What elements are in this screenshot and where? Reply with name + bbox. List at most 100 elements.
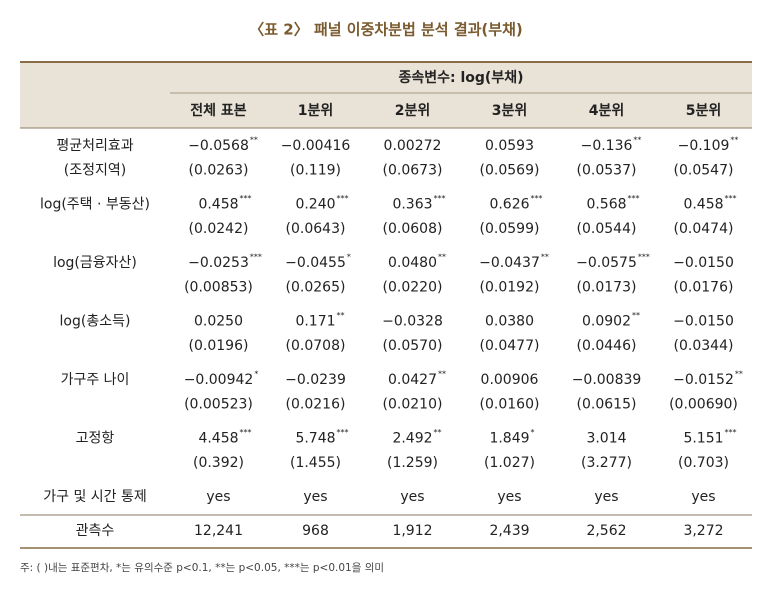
standard-error: (3.277) [581, 455, 632, 471]
significance-stars: ** [541, 253, 549, 262]
footnote: 주: ( )내는 표준편차, *는 유의수준 p<0.1, **는 p<0.05… [20, 561, 384, 574]
coefficient: −0.0253 [188, 255, 249, 271]
coefficient: 0.458 [683, 197, 723, 213]
coefficient: −0.0152 [673, 372, 734, 388]
standard-error: (1.027) [484, 455, 535, 471]
coefficient: 1.849 [489, 431, 529, 447]
coefficient: 0.458 [198, 197, 238, 213]
coefficient: −0.0328 [382, 314, 443, 330]
row-label: (조정지역) [64, 163, 126, 179]
coefficient: 0.00906 [481, 372, 539, 388]
significance-stars: * [347, 253, 351, 262]
standard-error: (0.0220) [383, 280, 443, 296]
significance-stars: ** [434, 428, 442, 437]
coefficient: 0.240 [295, 197, 335, 213]
coefficient: 0.0593 [485, 138, 534, 154]
coefficient: 2,439 [489, 523, 529, 539]
standard-error: (0.0210) [383, 397, 443, 413]
standard-error: (0.0216) [286, 397, 346, 413]
standard-error: (0.0643) [286, 221, 346, 237]
coefficient: 0.0427 [388, 372, 437, 388]
significance-stars: *** [725, 428, 737, 437]
coefficient: yes [497, 489, 521, 505]
coefficient: 5.748 [295, 431, 335, 447]
column-header: 4분위 [589, 103, 625, 119]
standard-error: (0.0615) [577, 397, 637, 413]
standard-error: (0.0569) [480, 163, 540, 179]
coefficient: −0.0150 [673, 314, 734, 330]
coefficient: 0.0480 [388, 255, 437, 271]
standard-error: (0.0570) [383, 338, 443, 354]
significance-stars: *** [240, 428, 252, 437]
standard-error: (0.0446) [577, 338, 637, 354]
standard-error: (0.0176) [674, 280, 734, 296]
coefficient: 0.171 [295, 314, 335, 330]
table-title: 〈표 2〉 패널 이중차분법 분석 결과(부채) [249, 21, 522, 39]
standard-error: (0.0673) [383, 163, 443, 179]
standard-error: (0.0474) [674, 221, 734, 237]
coefficient: 1,912 [392, 523, 432, 539]
row-label: log(주택 · 부동산) [40, 197, 150, 213]
standard-error: (0.0196) [189, 338, 249, 354]
column-header: 5분위 [686, 103, 722, 119]
coefficient: −0.0455 [285, 255, 346, 271]
significance-stars: ** [633, 136, 641, 145]
standard-error: (0.0242) [189, 221, 249, 237]
column-header: 1분위 [298, 103, 334, 119]
significance-stars: ** [735, 370, 743, 379]
standard-error: (0.0173) [577, 280, 637, 296]
coefficient: yes [303, 489, 327, 505]
significance-stars: *** [337, 428, 349, 437]
standard-error: (0.0599) [480, 221, 540, 237]
significance-stars: *** [250, 253, 262, 262]
standard-error: (0.119) [290, 163, 341, 179]
significance-stars: ** [250, 136, 258, 145]
coefficient: 0.00272 [384, 138, 442, 154]
coefficient: yes [400, 489, 424, 505]
significance-stars: *** [434, 194, 446, 203]
standard-error: (0.0344) [674, 338, 734, 354]
column-header: 3분위 [492, 103, 528, 119]
header-band [20, 62, 752, 128]
coefficient: 3.014 [586, 431, 626, 447]
standard-error: (0.0608) [383, 221, 443, 237]
row-label: log(총소득) [60, 314, 131, 330]
row-label: 가구 및 시간 통제 [43, 489, 147, 505]
standard-error: (0.0160) [480, 397, 540, 413]
standard-error: (0.00523) [184, 397, 253, 413]
significance-stars: *** [638, 253, 650, 262]
significance-stars: *** [337, 194, 349, 203]
coefficient: 3,272 [683, 523, 723, 539]
coefficient: 0.363 [392, 197, 432, 213]
coefficient: −0.0575 [576, 255, 637, 271]
standard-error: (0.392) [193, 455, 244, 471]
coefficient: −0.00839 [572, 372, 642, 388]
coefficient: 968 [302, 523, 329, 539]
coefficient: 0.0902 [582, 314, 631, 330]
standard-error: (1.455) [290, 455, 341, 471]
row-label: log(금융자산) [53, 255, 137, 271]
significance-stars: ** [730, 136, 738, 145]
standard-error: (1.259) [387, 455, 438, 471]
standard-error: (0.0537) [577, 163, 637, 179]
coefficient: −0.00942 [184, 372, 254, 388]
coefficient: −0.109 [678, 138, 730, 154]
coefficient: 2,562 [586, 523, 626, 539]
significance-stars: ** [337, 311, 345, 320]
row-label: 고정항 [76, 431, 115, 447]
significance-stars: *** [628, 194, 640, 203]
standard-error: (0.00853) [184, 280, 253, 296]
coefficient: yes [691, 489, 715, 505]
significance-stars: ** [438, 370, 446, 379]
significance-stars: * [254, 370, 258, 379]
coefficient: 0.0380 [485, 314, 534, 330]
coefficient: −0.0437 [479, 255, 540, 271]
coefficient: −0.00416 [281, 138, 351, 154]
coefficient: 5.151 [683, 431, 723, 447]
standard-error: (0.0265) [286, 280, 346, 296]
row-label: 가구주 나이 [61, 372, 130, 388]
coefficient: −0.0568 [188, 138, 249, 154]
coefficient: 2.492 [392, 431, 432, 447]
standard-error: (0.0192) [480, 280, 540, 296]
